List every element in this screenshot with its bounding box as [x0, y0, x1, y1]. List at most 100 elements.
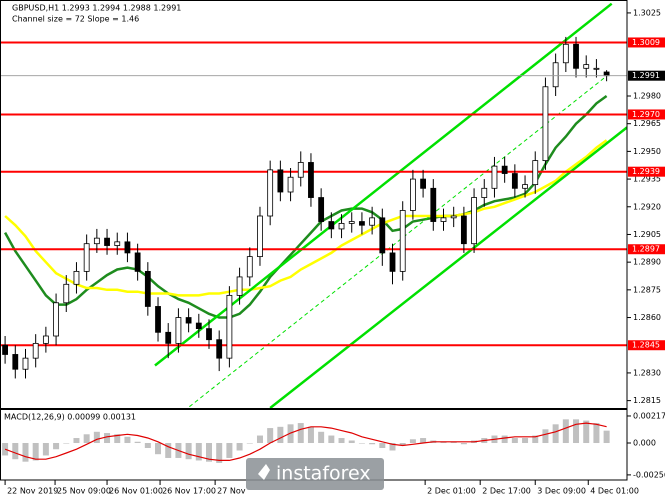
- candle-body: [440, 217, 447, 222]
- candle-body: [328, 221, 335, 230]
- candle-body: [42, 335, 49, 344]
- macd-bar: [63, 443, 70, 444]
- macd-bar: [42, 443, 49, 456]
- level-label-box: [628, 340, 665, 351]
- macd-bar: [409, 439, 416, 444]
- candle-body: [195, 322, 202, 330]
- candle-body: [22, 357, 29, 370]
- macd-bar: [206, 443, 212, 462]
- macd-bar: [603, 430, 610, 444]
- candle-body: [246, 256, 253, 278]
- candle-body: [552, 62, 559, 88]
- candle-body: [348, 221, 355, 224]
- macd-bar: [22, 443, 29, 462]
- macd-bar: [144, 443, 151, 448]
- candle-body: [175, 317, 182, 344]
- candle-body: [2, 344, 8, 355]
- macd-bar: [93, 431, 100, 444]
- macd-bar: [226, 443, 233, 458]
- channel-middle: [186, 71, 613, 408]
- candle-body: [53, 302, 59, 337]
- candle-body: [134, 252, 141, 272]
- candle-body: [104, 237, 110, 246]
- candle-body: [369, 217, 376, 226]
- candle-body: [501, 165, 508, 174]
- candle-body: [63, 283, 70, 304]
- candle-body: [257, 215, 263, 258]
- level-label-box: [628, 166, 665, 177]
- y-tick-label: 1.2830: [633, 368, 661, 377]
- candle-body: [287, 176, 294, 193]
- x-tick-label: 26 Nov 01:00: [109, 487, 163, 496]
- macd-bar: [573, 419, 580, 444]
- candle-body: [73, 270, 80, 285]
- level-label: 1.2939: [632, 167, 660, 176]
- candle-body: [267, 169, 274, 217]
- macd-bar: [583, 420, 590, 444]
- chart-title: GBPUSD,H1 1.2993 1.2994 1.2988 1.2991: [12, 4, 181, 13]
- macd-bar: [195, 443, 202, 461]
- moving-average: [4, 139, 608, 297]
- current-price-box: [628, 70, 665, 81]
- candle-body: [83, 243, 90, 272]
- candle-body: [114, 241, 121, 246]
- x-tick-label: 25 Nov 09:00: [57, 487, 111, 496]
- y-tick-label: 1.2920: [633, 202, 661, 211]
- y-tick-label: 1.3025: [633, 8, 661, 17]
- candle-body: [389, 252, 396, 272]
- macd-bar: [562, 419, 569, 444]
- x-tick-label: 26 Nov 17:00: [162, 487, 216, 496]
- macd-bar: [399, 443, 406, 446]
- macd-bar: [256, 435, 263, 444]
- candle-body: [206, 328, 212, 341]
- moving-average: [4, 94, 608, 319]
- macd-bar: [73, 438, 80, 444]
- candle-body: [562, 43, 569, 64]
- current-price-label: 1.2991: [632, 71, 660, 80]
- level-label: 1.2970: [632, 110, 660, 119]
- macd-bar: [307, 426, 314, 444]
- level-label: 1.2897: [632, 245, 660, 254]
- x-tick-label: 3 Dec 09:00: [537, 487, 586, 496]
- macd-bar: [114, 434, 121, 444]
- candle-body: [471, 197, 477, 245]
- candle-body: [542, 86, 549, 162]
- candle-body: [165, 331, 172, 344]
- macd-bar: [379, 443, 386, 448]
- candle-body: [460, 215, 467, 245]
- macd-bar: [328, 435, 335, 444]
- level-label-box: [628, 37, 665, 48]
- candle-body: [144, 270, 151, 307]
- macd-bar: [155, 443, 162, 455]
- y-tick-label: 1.2860: [633, 313, 661, 322]
- price-panel: [0, 2, 627, 408]
- candle-body: [185, 317, 192, 324]
- macd-bar: [53, 443, 60, 450]
- y-tick-label: 1.2965: [633, 119, 661, 128]
- candle-body: [511, 173, 518, 189]
- candle-body: [532, 160, 539, 186]
- candle-body: [491, 165, 498, 189]
- candle-body: [12, 354, 19, 370]
- level-label: 1.2845: [632, 341, 660, 350]
- candle-body: [338, 222, 345, 230]
- candle-body: [216, 339, 223, 359]
- candle-body: [32, 342, 39, 359]
- y-tick-label: 1.2980: [633, 92, 661, 101]
- macd-bar: [389, 443, 396, 451]
- x-tick-label: 2 Dec 17:00: [482, 487, 531, 496]
- macd-bar: [236, 443, 243, 451]
- candle-body: [297, 162, 304, 178]
- macd-y-tick-label: 0.00217: [633, 411, 665, 420]
- macd-bar: [104, 433, 111, 444]
- macd-title: MACD(12,26,9) 0.00099 0.00131: [4, 413, 136, 422]
- macd-bar: [246, 443, 253, 444]
- candle-body: [379, 217, 386, 254]
- channel-lower: [269, 126, 627, 408]
- candle-body: [522, 184, 528, 189]
- y-tick-label: 1.2875: [633, 285, 661, 294]
- macd-bar: [216, 443, 223, 463]
- macd-bar: [460, 443, 467, 445]
